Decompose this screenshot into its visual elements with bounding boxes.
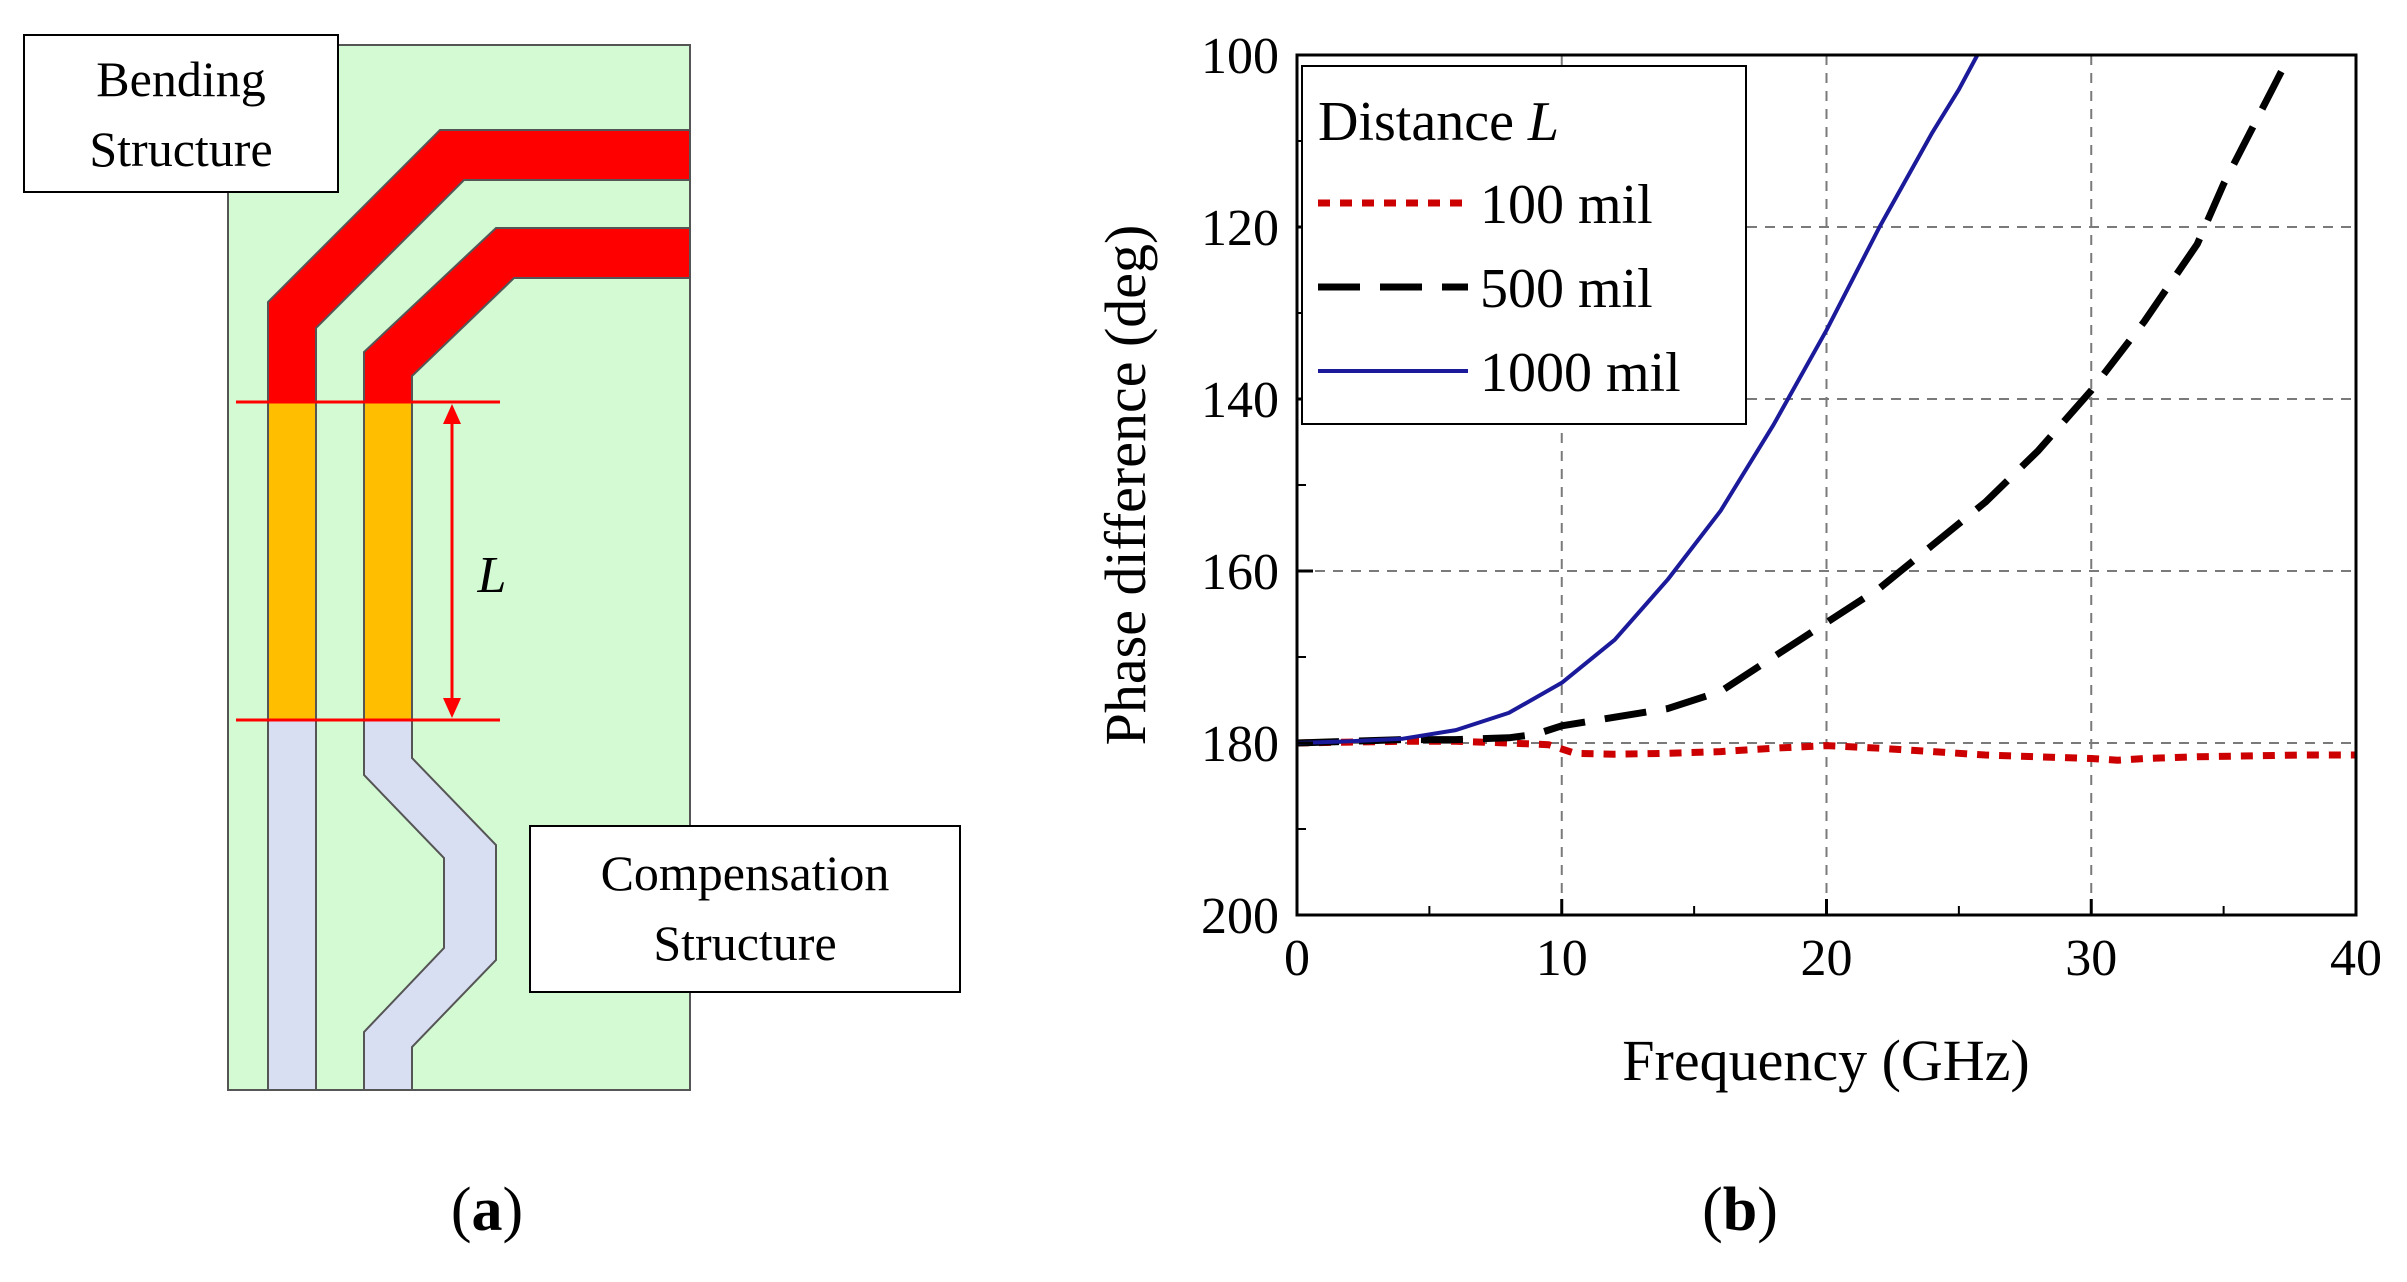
caption-a-letter: a	[472, 1176, 503, 1244]
x-tick-label: 10	[1536, 930, 1588, 987]
y-tick-label: 140	[1201, 372, 1279, 429]
legend-label-100-mil: 100 mil	[1480, 174, 1653, 236]
legend-label-1000-mil: 1000 mil	[1480, 342, 1681, 404]
x-axis-label: Frequency (GHz)	[1622, 1028, 2029, 1093]
caption-a: (a)	[451, 1176, 523, 1244]
y-tick-label: 200	[1201, 888, 1279, 945]
bending-label-line1: Bending	[96, 51, 265, 107]
legend: Distance L 100 mil 500 mil 1000 mil	[1302, 66, 1746, 424]
legend-label-500-mil: 500 mil	[1480, 258, 1653, 320]
y-tick-label: 100	[1201, 28, 1279, 85]
caption-b: (b)	[1702, 1176, 1778, 1244]
y-tick-label: 120	[1201, 200, 1279, 257]
bending-structure-label: Bending Structure	[24, 35, 338, 192]
compensation-label-line2: Structure	[653, 915, 836, 971]
y-axis-label: Phase difference (deg)	[1093, 225, 1158, 746]
legend-title: Distance L	[1318, 91, 1559, 153]
x-tick-label: 20	[1801, 930, 1853, 987]
compensation-label-line1: Compensation	[601, 845, 890, 901]
compensation-structure-label: Compensation Structure	[530, 826, 960, 992]
caption-b-letter: b	[1723, 1176, 1757, 1244]
caption-a-open: (	[451, 1176, 472, 1244]
dimension-label: L	[477, 547, 507, 604]
panel-a-schematic: L Bending Structure Compensation Structu…	[24, 35, 960, 1244]
left-straight-trace	[268, 720, 316, 1090]
bending-label-line2: Structure	[89, 121, 272, 177]
panel-b-chart: 0 10 20 30 40 100 120 140 160 180 200 Frequency (G…	[1093, 28, 2382, 1244]
caption-b-open: (	[1702, 1176, 1723, 1244]
caption-b-close: )	[1757, 1176, 1778, 1244]
left-measured-segment	[268, 402, 316, 720]
right-measured-segment	[364, 402, 412, 720]
legend-title-prefix: Distance	[1318, 91, 1528, 153]
x-tick-label: 30	[2065, 930, 2117, 987]
legend-title-var: L	[1527, 91, 1559, 153]
x-tick-label: 0	[1284, 930, 1310, 987]
y-tick-label: 180	[1201, 716, 1279, 773]
caption-a-close: )	[503, 1176, 524, 1244]
x-tick-label: 40	[2330, 930, 2382, 987]
figure: L Bending Structure Compensation Structu…	[0, 0, 2407, 1282]
y-tick-label: 160	[1201, 544, 1279, 601]
